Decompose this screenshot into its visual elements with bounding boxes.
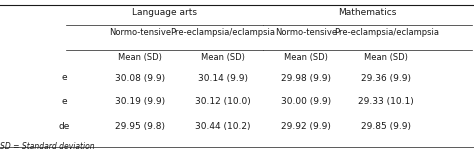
Text: 30.12 (10.0): 30.12 (10.0) bbox=[195, 97, 251, 106]
Text: Mathematics: Mathematics bbox=[338, 8, 397, 17]
Text: Pre-eclampsia/eclampsia: Pre-eclampsia/eclampsia bbox=[170, 28, 275, 37]
Text: Pre-eclampsia/eclampsia: Pre-eclampsia/eclampsia bbox=[334, 28, 439, 37]
Text: de: de bbox=[58, 122, 70, 131]
Text: 30.00 (9.9): 30.00 (9.9) bbox=[281, 97, 331, 106]
Text: Normo-tensive: Normo-tensive bbox=[109, 28, 171, 37]
Text: Mean (SD): Mean (SD) bbox=[118, 53, 162, 62]
Text: 29.95 (9.8): 29.95 (9.8) bbox=[115, 122, 165, 131]
Text: 30.14 (9.9): 30.14 (9.9) bbox=[198, 73, 248, 83]
Text: 29.36 (9.9): 29.36 (9.9) bbox=[361, 73, 411, 83]
Text: Language arts: Language arts bbox=[132, 8, 197, 17]
Text: e: e bbox=[61, 97, 67, 106]
Text: 29.92 (9.9): 29.92 (9.9) bbox=[281, 122, 331, 131]
Text: e: e bbox=[61, 73, 67, 83]
Text: 29.33 (10.1): 29.33 (10.1) bbox=[358, 97, 414, 106]
Text: 30.08 (9.9): 30.08 (9.9) bbox=[115, 73, 165, 83]
Text: 29.98 (9.9): 29.98 (9.9) bbox=[281, 73, 331, 83]
Text: Mean (SD): Mean (SD) bbox=[201, 53, 245, 62]
Text: 29.85 (9.9): 29.85 (9.9) bbox=[361, 122, 411, 131]
Text: Normo-tensive: Normo-tensive bbox=[274, 28, 337, 37]
Text: 30.19 (9.9): 30.19 (9.9) bbox=[115, 97, 165, 106]
Text: Mean (SD): Mean (SD) bbox=[284, 53, 328, 62]
Text: 30.44 (10.2): 30.44 (10.2) bbox=[195, 122, 251, 131]
Text: SD = Standard deviation: SD = Standard deviation bbox=[0, 142, 95, 151]
Text: Mean (SD): Mean (SD) bbox=[365, 53, 408, 62]
